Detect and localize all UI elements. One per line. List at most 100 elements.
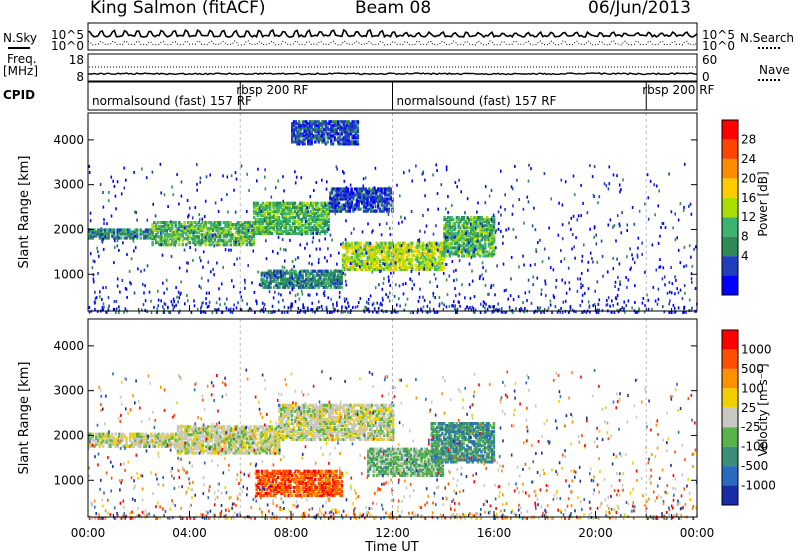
range-cell [353, 130, 356, 134]
range-cell [295, 231, 298, 236]
velocity-scatter-cells [88, 319, 698, 520]
range-cell [456, 307, 459, 311]
range-cell [194, 206, 197, 209]
range-cell [354, 263, 357, 267]
range-cell [141, 230, 144, 234]
range-cell [310, 132, 313, 136]
range-cell [593, 303, 596, 306]
range-cell [146, 436, 149, 440]
range-cell [264, 285, 267, 289]
range-cell [493, 225, 495, 229]
range-cell [325, 215, 329, 219]
range-cell [292, 231, 295, 236]
range-cell [199, 227, 202, 231]
range-cell [443, 242, 446, 246]
range-cell [664, 283, 666, 287]
range-cell [433, 310, 436, 314]
range-cell [333, 138, 336, 142]
range-cell [454, 287, 456, 291]
range-cell [120, 228, 123, 232]
range-cell [671, 311, 673, 314]
range-cell [94, 307, 96, 311]
range-cell [445, 207, 447, 211]
range-cell [619, 190, 621, 194]
range-cell [181, 233, 184, 237]
range-cell [466, 232, 469, 236]
range-cell [228, 425, 231, 429]
range-cell [466, 242, 469, 246]
range-cell [394, 261, 397, 265]
range-cell [393, 251, 396, 255]
range-cell [322, 227, 325, 232]
range-cell [98, 432, 102, 436]
range-cell [354, 124, 358, 128]
range-cell [173, 436, 176, 440]
range-cell [201, 433, 205, 437]
range-cell [464, 249, 467, 253]
range-cell [380, 201, 383, 205]
range-cell [291, 126, 294, 130]
range-cell [276, 269, 279, 273]
range-cell [352, 249, 355, 253]
range-cell [637, 236, 640, 240]
range-cell [493, 234, 496, 238]
range-cell [356, 128, 360, 132]
range-cell [143, 234, 146, 238]
range-cell [448, 254, 451, 258]
range-cell [198, 256, 201, 260]
range-cell [315, 273, 318, 277]
range-cell [179, 235, 183, 239]
range-cell [158, 227, 161, 231]
range-cell [105, 436, 109, 440]
range-cell [395, 251, 398, 255]
range-cell [387, 201, 391, 205]
range-cell [185, 243, 188, 247]
range-cell [532, 275, 534, 279]
range-cell [228, 445, 231, 449]
range-cell [359, 261, 362, 265]
range-cell [659, 258, 661, 262]
range-cell [208, 237, 211, 241]
range-cell [304, 205, 307, 209]
range-cell [188, 225, 192, 229]
range-cell [218, 233, 222, 237]
range-cell [560, 260, 562, 263]
range-cell [305, 120, 308, 124]
range-cell [562, 300, 565, 304]
range-cell [88, 306, 91, 309]
range-cell [263, 225, 266, 230]
range-cell [157, 304, 160, 308]
range-cell [250, 233, 254, 237]
range-cell [377, 306, 380, 310]
range-cell [297, 231, 300, 236]
range-cell [405, 265, 409, 269]
range-cell [292, 215, 295, 219]
range-cell [159, 440, 162, 444]
range-cell [340, 138, 344, 142]
range-cell [290, 229, 293, 234]
range-cell [375, 245, 378, 249]
range-cell [384, 191, 387, 195]
range-cell [207, 443, 210, 447]
range-cell [252, 209, 256, 213]
range-cell [292, 211, 295, 215]
range-cell [392, 271, 395, 275]
range-cell [185, 441, 189, 445]
range-cell [279, 225, 282, 230]
range-cell [320, 279, 324, 283]
range-cell [224, 302, 226, 306]
range-cell [107, 442, 110, 446]
range-cell [345, 219, 347, 223]
range-cell [183, 229, 186, 233]
range-cell [471, 248, 475, 252]
range-cell [330, 199, 334, 203]
range-cell [543, 172, 546, 176]
range-cell [346, 136, 349, 140]
range-cell [130, 444, 133, 448]
range-cell [336, 197, 339, 201]
range-cell [233, 239, 236, 243]
range-cell [484, 201, 487, 205]
range-cell [141, 440, 144, 444]
range-cell [421, 241, 425, 245]
